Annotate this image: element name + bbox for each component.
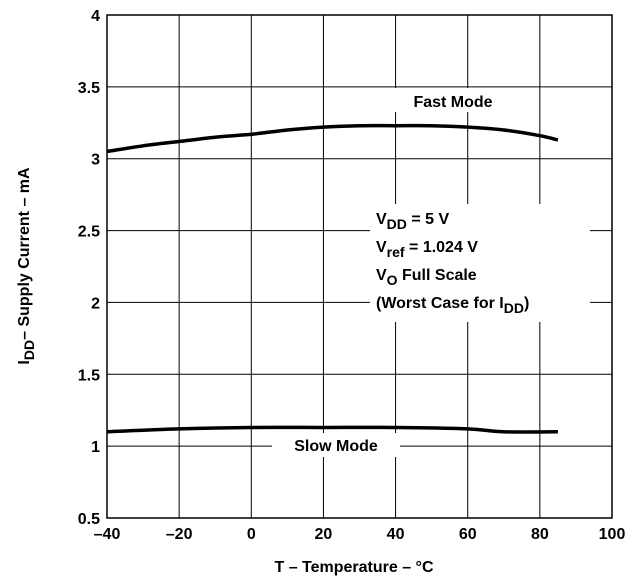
plot-frame (106, 14, 613, 519)
x-tick-label: 0 (247, 526, 256, 543)
x-tick-label: 60 (459, 526, 477, 543)
x-tick-label: 100 (599, 526, 626, 543)
x-tick-label: 80 (531, 526, 549, 543)
y-tick-label: 2.5 (78, 224, 100, 241)
y-tick-label: 3 (91, 152, 100, 169)
fast-mode-label-bg (395, 88, 510, 112)
y-tick-label: 1 (91, 439, 100, 456)
x-tick-label: 40 (387, 526, 405, 543)
fast-mode-line (106, 123, 559, 154)
series-layer (106, 123, 559, 434)
y-tick-label: 0.5 (78, 511, 100, 528)
condition-vref: Vref = 1.024 V (376, 239, 478, 260)
x-tick-label: –40 (94, 526, 121, 543)
x-axis-title: T – Temperature – °C (274, 559, 433, 576)
y-axis-title: IDD– Supply Current – mA (16, 167, 37, 365)
y-tick-label: 2 (91, 295, 100, 312)
y-tick-label: 1.5 (78, 367, 100, 384)
condition-worst-case: (Worst Case for IDD) (376, 295, 529, 316)
condition-vo: VO Full Scale (376, 267, 477, 288)
y-tick-label: 3.5 (78, 80, 100, 97)
fast-mode-label: Fast Mode (413, 94, 492, 111)
x-tick-label: –20 (166, 526, 193, 543)
y-tick-label: 4 (91, 8, 100, 25)
conditions-bg (370, 204, 590, 322)
tick-labels: –40 –20 0 20 40 60 80 100 0.5 1 1.5 2 2.5 3 3.5 4 (78, 8, 626, 543)
x-tick-label: 20 (315, 526, 333, 543)
condition-vdd: VDD = 5 V (376, 211, 449, 232)
slow-mode-label-bg (272, 433, 400, 457)
slow-mode-label: Slow Mode (294, 438, 378, 455)
slow-mode-line (106, 425, 558, 434)
